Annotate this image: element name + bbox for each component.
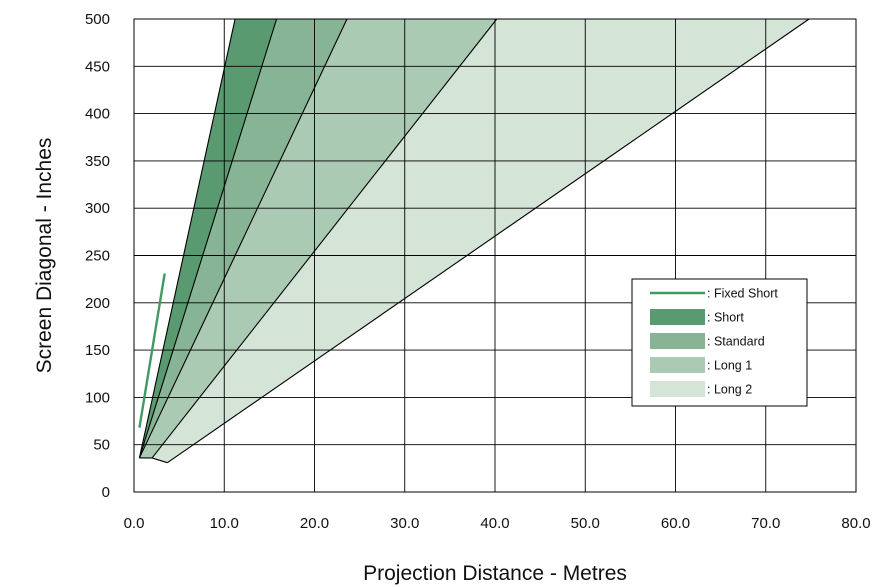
y-tick-labels: 0 50 100 150 200 250 300 350 400 450 500 xyxy=(85,11,110,501)
legend-label-fixed-short: : Fixed Short xyxy=(707,287,778,301)
x-tick-label: 60.0 xyxy=(661,515,690,532)
band-boundary-line xyxy=(151,18,498,459)
y-tick-label: 250 xyxy=(85,248,110,265)
plot-frame xyxy=(133,18,857,493)
x-axis-title: Projection Distance - Metres xyxy=(363,562,627,585)
x-tick-label: 40.0 xyxy=(480,515,509,532)
x-tick-label: 10.0 xyxy=(210,515,239,532)
legend-swatch-standard xyxy=(650,333,705,349)
x-tick-label: 30.0 xyxy=(390,515,419,532)
band-boundary-line xyxy=(138,18,278,459)
y-tick-label: 300 xyxy=(85,200,110,217)
legend-label-short: : Short xyxy=(707,311,744,325)
band-long-2 xyxy=(152,19,810,463)
chart-series-lines xyxy=(138,18,810,464)
band-boundary-line xyxy=(138,18,348,459)
band-boundary-line xyxy=(167,18,810,464)
band-long-1 xyxy=(139,19,497,458)
band-base-line xyxy=(139,457,168,464)
x-tick-label: 0.0 xyxy=(124,515,145,532)
legend-swatch-short xyxy=(650,309,705,325)
x-tick-label: 20.0 xyxy=(300,515,329,532)
x-tick-label: 50.0 xyxy=(571,515,600,532)
y-tick-label: 400 xyxy=(85,106,110,123)
legend-swatch-long-1 xyxy=(650,357,705,373)
y-tick-label: 200 xyxy=(85,295,110,312)
y-tick-label: 150 xyxy=(85,342,110,359)
y-tick-label: 100 xyxy=(85,389,110,406)
band-boundary-line xyxy=(138,18,236,459)
y-axis-title: Screen Diagonal - Inches xyxy=(33,138,56,374)
legend: : Fixed Short : Short : Standard : Long 1 : … xyxy=(631,278,808,407)
fixed-short-line xyxy=(138,273,166,428)
legend-label-long-2: : Long 2 xyxy=(707,383,752,397)
legend-label-standard: : Standard xyxy=(707,335,765,349)
x-tick-label: 70.0 xyxy=(751,515,780,532)
legend-label-long-1: : Long 1 xyxy=(707,359,752,373)
x-tick-label: 80.0 xyxy=(841,515,870,532)
y-tick-label: 50 xyxy=(93,437,110,454)
y-tick-label: 450 xyxy=(85,58,110,75)
y-tick-label: 0 xyxy=(102,484,110,501)
y-tick-label: 500 xyxy=(85,11,110,28)
y-tick-label: 350 xyxy=(85,153,110,170)
x-tick-labels: 0.0 10.0 20.0 30.0 40.0 50.0 60.0 70.0 80.0 xyxy=(124,515,871,532)
legend-swatch-long-2 xyxy=(650,381,705,397)
